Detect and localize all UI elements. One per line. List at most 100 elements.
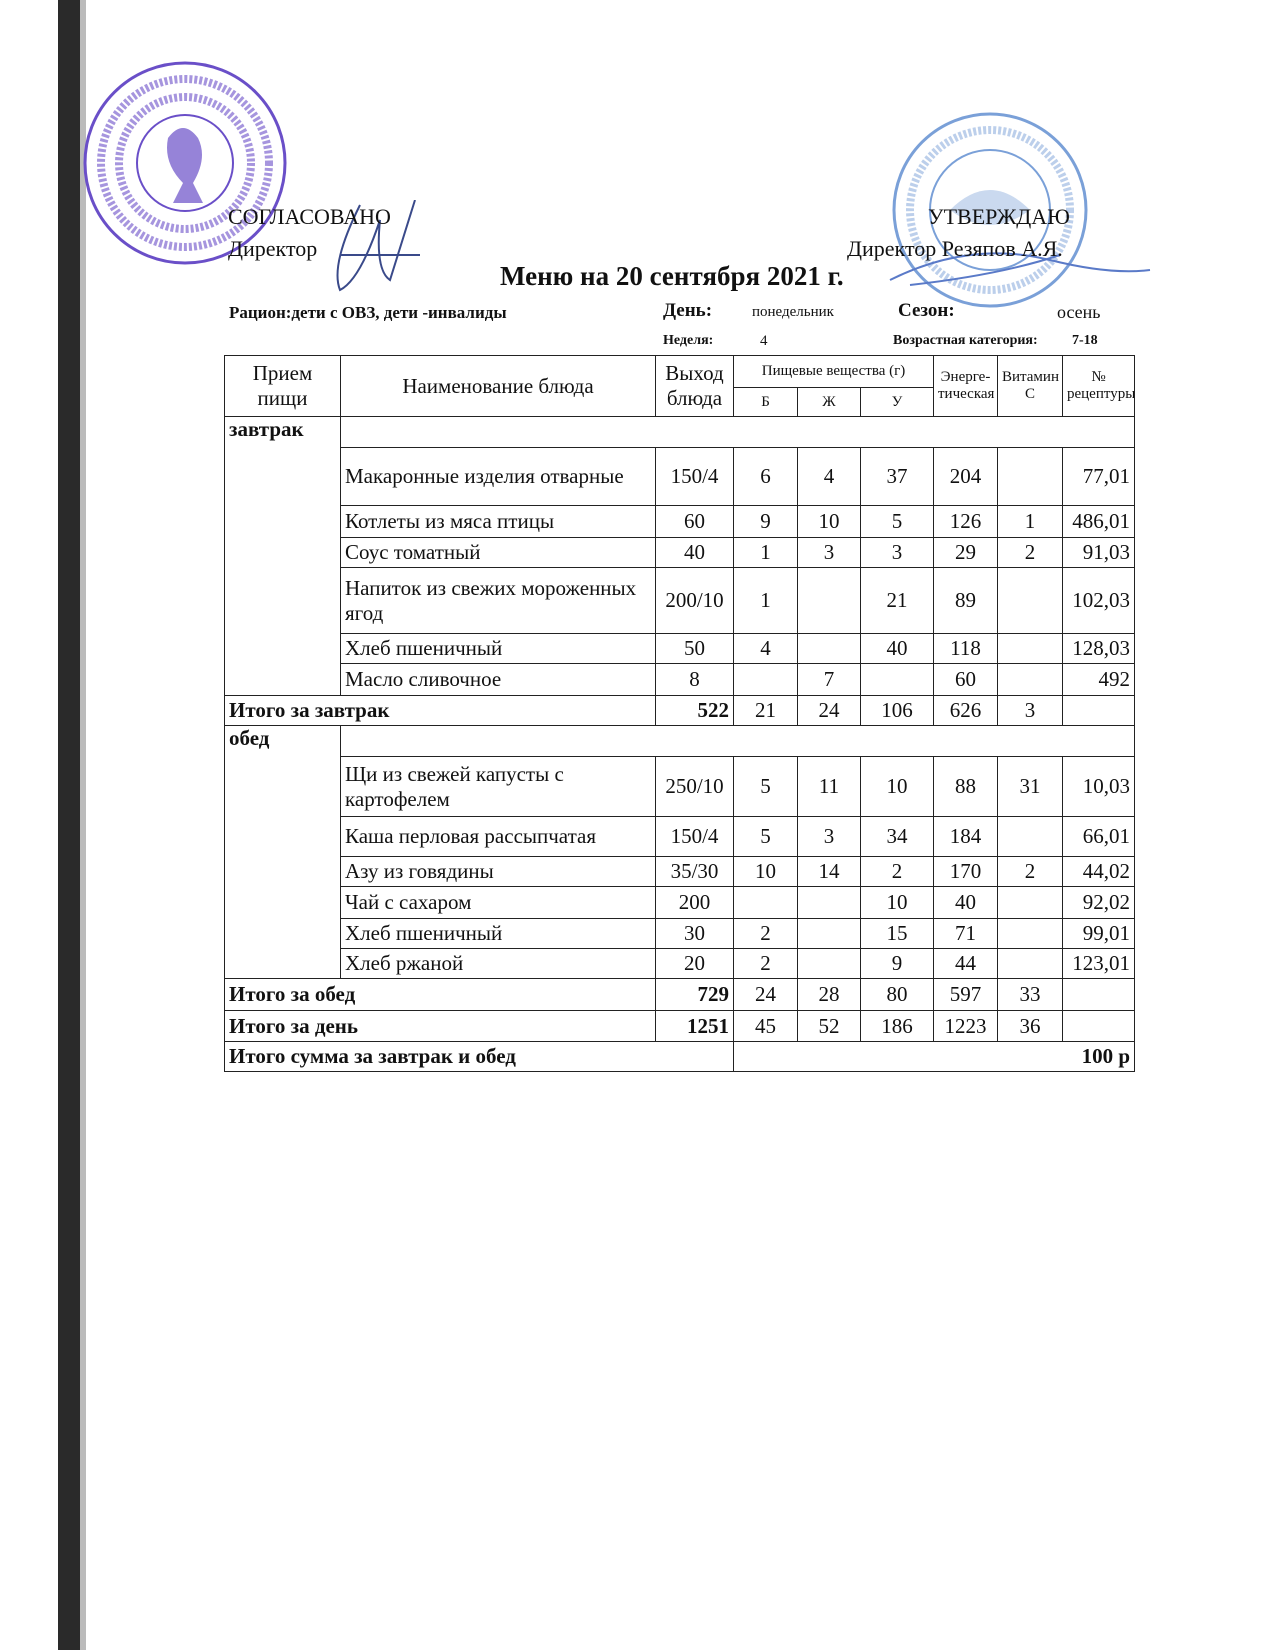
cell-yield: 8 [655, 663, 734, 696]
cell-u: 5 [860, 505, 934, 538]
total-b: 21 [733, 695, 798, 726]
header-yield: Выход блюда [655, 355, 734, 417]
total-row: Итого за обед 729 24 28 80 597 33 [224, 978, 1135, 1011]
left-position: Директор [228, 236, 318, 261]
signature-left [336, 200, 420, 292]
cell-zh: 7 [797, 663, 861, 696]
header-row: Прием пищи Наименование блюда Выход блюд… [224, 355, 1135, 417]
dish-name: Масло сливочное [340, 663, 656, 696]
cell-u: 40 [860, 633, 934, 664]
cell-b: 10 [733, 856, 798, 887]
cell-zh: 10 [797, 505, 861, 538]
total-label: Итого за день [224, 1010, 656, 1042]
header-dish: Наименование блюда [340, 355, 656, 417]
table-row: Чай с сахаром 200 10 40 92,02 [225, 886, 1135, 919]
cell-b: 2 [733, 918, 798, 949]
cell-vit [997, 948, 1063, 979]
cell-yield: 150/4 [655, 447, 734, 506]
total-yield: 729 [655, 978, 734, 1011]
cell-recipe: 66,01 [1062, 816, 1135, 857]
cell-vit: 2 [997, 856, 1063, 887]
sum-label: Итого сумма за завтрак и обед [224, 1041, 734, 1072]
cell-vit [997, 633, 1063, 664]
day-label: День: [663, 300, 713, 321]
cell-zh [797, 567, 861, 634]
age-label: Возрастная категория: [893, 333, 1038, 348]
cell-b: 9 [733, 505, 798, 538]
dish-name: Хлеб пшеничный [340, 633, 656, 664]
cell-zh: 4 [797, 447, 861, 506]
header-b: Б [733, 387, 798, 417]
cell-recipe: 123,01 [1062, 948, 1135, 979]
cell-recipe: 102,03 [1062, 567, 1135, 634]
cell-zh [797, 948, 861, 979]
total-u: 186 [860, 1010, 934, 1042]
cell-recipe: 10,03 [1062, 756, 1135, 817]
total-vit: 33 [997, 978, 1063, 1011]
dish-name: Азу из говядины [340, 856, 656, 887]
dish-name: Макаронные изделия отварные [340, 447, 656, 506]
total-zh: 28 [797, 978, 861, 1011]
table-row: Щи из свежей капусты с картофелем 250/10 5… [225, 756, 1135, 817]
cell-energy: 60 [933, 663, 998, 696]
left-approval: СОГЛАСОВАНО [228, 204, 391, 229]
cell-yield: 30 [655, 918, 734, 949]
empty-cell [340, 416, 1135, 448]
total-b: 24 [733, 978, 798, 1011]
page-title: Меню на 20 сентября 2021 г. [500, 261, 844, 291]
cell-recipe: 128,03 [1062, 633, 1135, 664]
cell-recipe: 99,01 [1062, 918, 1135, 949]
cell-energy: 88 [933, 756, 998, 817]
header-energy: Энерге-тическая [933, 355, 998, 417]
cell-b: 6 [733, 447, 798, 506]
table-row: Масло сливочное 8 7 60 492 [225, 663, 1135, 696]
cell-yield: 200 [655, 886, 734, 919]
empty-cell [1062, 1010, 1135, 1042]
table-row: Котлеты из мяса птицы 60 9 10 5 126 1 486,01 [225, 505, 1135, 538]
cell-vit [997, 816, 1063, 857]
header-subrow: Б Ж У [225, 387, 1135, 417]
cell-u: 37 [860, 447, 934, 506]
cell-u: 10 [860, 886, 934, 919]
cell-yield: 35/30 [655, 856, 734, 887]
cell-u: 21 [860, 567, 934, 634]
cell-b: 5 [733, 816, 798, 857]
season-label: Сезон: [898, 300, 955, 321]
cell-u: 15 [860, 918, 934, 949]
right-position: Директор Резяпов А.Я. [847, 236, 1063, 261]
week-label: Неделя: [663, 333, 714, 348]
total-zh: 52 [797, 1010, 861, 1042]
cell-recipe: 92,02 [1062, 886, 1135, 919]
section-row: завтрак [224, 416, 1135, 696]
total-yield: 522 [655, 695, 734, 726]
cell-yield: 150/4 [655, 816, 734, 857]
cell-yield: 250/10 [655, 756, 734, 817]
scan-edge-shadow [80, 0, 86, 1650]
header-nutrients: Пищевые вещества (г) [733, 355, 934, 388]
cell-zh: 14 [797, 856, 861, 887]
cell-energy: 170 [933, 856, 998, 887]
dish-name: Щи из свежей капусты с картофелем [340, 756, 656, 817]
cell-energy: 40 [933, 886, 998, 919]
cell-energy: 29 [933, 537, 998, 568]
cell-vit [997, 918, 1063, 949]
section-row: обед [224, 725, 1135, 979]
cell-u [860, 663, 934, 696]
cell-zh [797, 918, 861, 949]
total-row: Итого за завтрак 522 21 24 106 626 3 [224, 695, 1135, 726]
total-energy: 597 [933, 978, 998, 1011]
scan-edge [58, 0, 80, 1650]
dish-name: Хлеб ржаной [340, 948, 656, 979]
total-vit: 36 [997, 1010, 1063, 1042]
empty-cell [1062, 695, 1135, 726]
cell-vit: 31 [997, 756, 1063, 817]
total-label: Итого за завтрак [224, 695, 656, 726]
total-label: Итого за обед [224, 978, 656, 1011]
table-row: Хлеб пшеничный 50 4 40 118 128,03 [225, 633, 1135, 664]
cell-energy: 184 [933, 816, 998, 857]
header-u: У [860, 387, 934, 417]
header-recipe: № рецептуры [1062, 355, 1135, 417]
dish-name: Котлеты из мяса птицы [340, 505, 656, 538]
cell-b [733, 663, 798, 696]
